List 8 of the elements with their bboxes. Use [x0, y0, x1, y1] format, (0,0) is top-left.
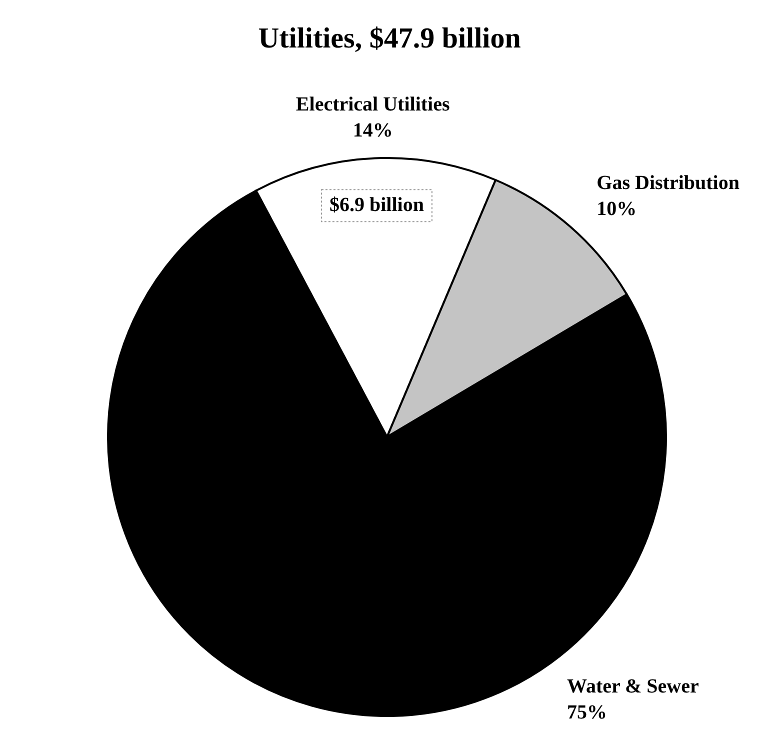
text: $6.9 billion: [329, 194, 424, 216]
slice-label: Gas Distribution: [596, 172, 740, 194]
slice-label: Water & Sewer: [567, 675, 699, 698]
data-label: 75%: [567, 701, 608, 724]
data-label: 10%: [596, 198, 637, 220]
chart-title: Utilities, $47.9 billion: [258, 22, 521, 54]
data-label: 14%: [352, 119, 393, 142]
slice-label: Electrical Utilities: [296, 93, 450, 116]
